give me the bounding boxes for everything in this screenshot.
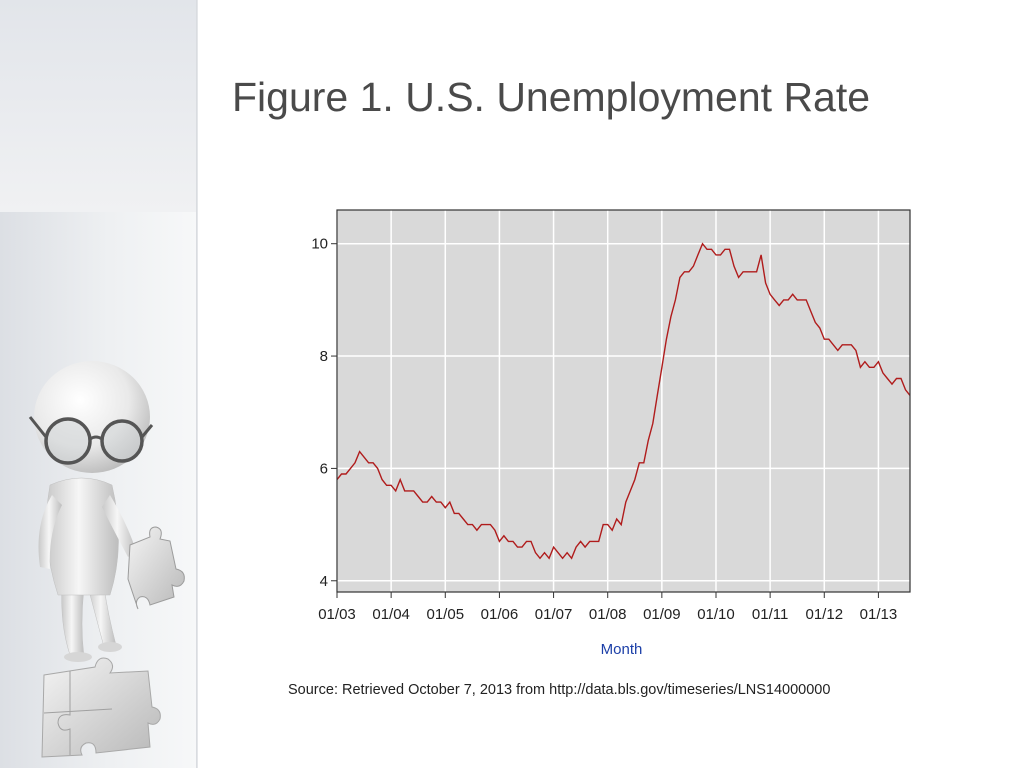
page-title: Figure 1. U.S. Unemployment Rate bbox=[232, 74, 871, 120]
y-tick-label: 6 bbox=[320, 460, 328, 477]
x-tick-label: 01/06 bbox=[481, 606, 519, 623]
source-citation: Source: Retrieved October 7, 2013 from h… bbox=[288, 682, 831, 698]
x-tick-label: 01/12 bbox=[806, 606, 844, 623]
y-tick-label: 8 bbox=[320, 348, 328, 365]
x-axis-title: Month bbox=[601, 641, 643, 658]
x-tick-label: 01/03 bbox=[318, 606, 356, 623]
held-puzzle-piece bbox=[127, 526, 185, 610]
x-tick-label: 01/04 bbox=[372, 606, 410, 623]
y-tick-label: 10 bbox=[311, 236, 328, 253]
unemployment-series-line bbox=[336, 242, 911, 560]
x-tick-label: 01/10 bbox=[697, 606, 735, 623]
x-tick-label: 01/08 bbox=[589, 606, 627, 623]
sidebar-divider bbox=[196, 0, 198, 768]
plot-area bbox=[337, 210, 910, 592]
x-tick-label: 01/11 bbox=[752, 606, 788, 623]
glasses-icon bbox=[28, 416, 154, 465]
plot-frame bbox=[336, 209, 911, 593]
decorative-sidebar bbox=[0, 0, 198, 768]
sidebar-top-panel bbox=[0, 0, 198, 212]
person-with-puzzle-illustration bbox=[28, 361, 185, 758]
x-tick-label: 01/13 bbox=[860, 606, 898, 623]
y-tick-label: 4 bbox=[320, 573, 328, 590]
floor-puzzle-pieces bbox=[41, 657, 161, 758]
unemployment-line-chart: 01/03 01/04 01/05 01/06 01/07 01/08 01/09 01/10… bbox=[311, 209, 911, 658]
x-tick-label: 01/09 bbox=[643, 606, 681, 623]
x-tick-label: 01/07 bbox=[535, 606, 573, 623]
x-tick-label: 01/05 bbox=[427, 606, 465, 623]
